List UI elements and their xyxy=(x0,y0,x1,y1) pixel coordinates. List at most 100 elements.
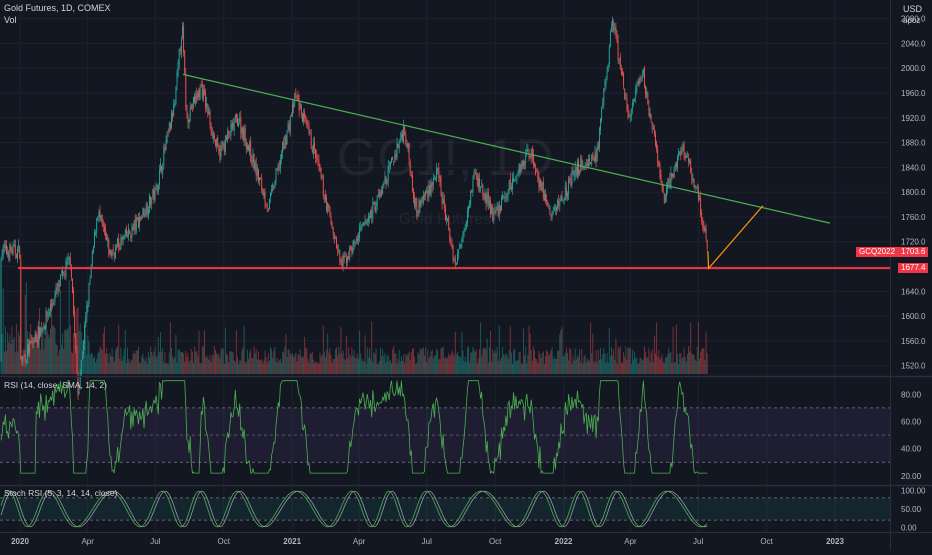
candle-body xyxy=(443,199,445,209)
candle-body xyxy=(513,177,515,182)
volume-bar xyxy=(308,362,310,374)
candle-body xyxy=(31,340,33,343)
rsi-pane[interactable] xyxy=(0,380,890,475)
volume-bar xyxy=(569,347,571,374)
stoch-k-line xyxy=(0,490,708,528)
candle-body xyxy=(626,97,628,109)
volume-bar xyxy=(652,362,654,374)
candle-body xyxy=(542,181,544,199)
candle-body xyxy=(596,147,598,162)
time-tick: Oct xyxy=(760,537,773,546)
volume-bar xyxy=(650,352,652,374)
volume-bar xyxy=(353,350,355,374)
candle-body xyxy=(51,304,53,306)
candle-body xyxy=(264,191,266,203)
price-tick: 1800.0 xyxy=(901,188,926,197)
candle-body xyxy=(404,127,406,136)
candle-body xyxy=(607,65,609,71)
candle-body xyxy=(44,325,46,332)
volume-bar xyxy=(34,346,36,374)
volume-bar xyxy=(248,359,249,374)
volume-bar xyxy=(539,353,541,374)
candle-body xyxy=(244,127,246,141)
candle-body xyxy=(318,160,320,167)
price-tick: 2080.0 xyxy=(901,15,926,24)
volume-bar xyxy=(447,357,449,374)
volume-bar xyxy=(31,335,33,374)
candle-body xyxy=(501,196,502,210)
candle-body xyxy=(492,206,494,220)
volume-bar xyxy=(384,353,386,374)
volume-bar xyxy=(492,349,494,374)
candle-body xyxy=(416,198,418,217)
candle-body xyxy=(39,327,40,339)
candle-body xyxy=(537,172,539,179)
volume-bar xyxy=(111,347,113,374)
candle-body xyxy=(644,67,645,87)
volume-bar xyxy=(578,357,579,374)
rsi-title[interactable]: RSI (14, close, SMA, 14, 2) xyxy=(4,380,107,390)
volume-bar xyxy=(266,362,268,374)
volume-bar xyxy=(316,361,318,374)
stoch-rsi-pane[interactable] xyxy=(0,490,890,528)
candle-body xyxy=(471,190,473,193)
volume-bar xyxy=(515,361,517,374)
candle-body xyxy=(523,160,524,166)
candle-body xyxy=(671,173,673,177)
price-axis[interactable]: 2080.0 2040.0 2000.0 1960.0 1920.0 1880.0 1840… xyxy=(890,0,927,550)
volume-bar xyxy=(208,359,210,374)
volume-bar xyxy=(231,351,233,374)
candle-body xyxy=(700,197,702,216)
time-axis[interactable]: 2020 Apr Jul Oct 2021 Apr Jul Oct 2022 Apr Jul Oct 2… xyxy=(0,532,932,547)
candle-body xyxy=(706,241,708,249)
volume-bar xyxy=(686,354,688,374)
candle-body xyxy=(146,205,148,214)
candle-body xyxy=(591,154,593,165)
projection-line[interactable] xyxy=(707,205,764,270)
pane-dividers[interactable] xyxy=(0,375,932,487)
volume-bar xyxy=(174,356,176,374)
volume-bar xyxy=(458,356,460,374)
volume-bar xyxy=(112,356,114,374)
volume-bar xyxy=(695,360,697,374)
volume-bar xyxy=(216,352,218,374)
candle-body xyxy=(648,106,650,116)
volume-bar xyxy=(235,330,237,374)
volume-bar xyxy=(326,348,328,374)
candle-body xyxy=(440,179,442,195)
volume-bar xyxy=(314,363,315,374)
price-tick: 1840.0 xyxy=(901,163,926,172)
candle-body xyxy=(699,198,700,200)
symbol-price-tag: GCQ2022 xyxy=(856,246,899,257)
volume-bar xyxy=(477,358,479,374)
candle-body xyxy=(205,93,207,108)
candle-body xyxy=(653,129,655,135)
volume-bar xyxy=(172,356,174,374)
volume-bar xyxy=(670,351,672,374)
volume-bar xyxy=(486,338,488,374)
candle-body xyxy=(576,160,578,177)
candle-body xyxy=(32,341,34,343)
volume-bar xyxy=(75,335,77,374)
volume-bar xyxy=(165,363,167,374)
candle-body xyxy=(206,102,208,108)
trend-line[interactable] xyxy=(182,73,830,224)
volume-bar xyxy=(284,347,286,374)
candle-body xyxy=(459,244,461,249)
candle-body xyxy=(455,262,457,265)
candle-body xyxy=(462,231,464,241)
candle-body xyxy=(525,153,527,164)
candle-body xyxy=(326,197,328,211)
volume-bar xyxy=(453,355,455,374)
volume-bar xyxy=(436,348,438,374)
volume-bar xyxy=(433,356,435,374)
volume-bar xyxy=(222,348,224,374)
scale-mode-label[interactable]: apoz xyxy=(903,16,921,25)
stoch-title[interactable]: Stoch RSI (5, 3, 14, 14, close) xyxy=(4,488,118,498)
volume-bar xyxy=(277,362,279,374)
candle-body xyxy=(138,218,139,228)
volume-bar xyxy=(349,354,351,374)
volume-bar xyxy=(439,359,441,374)
